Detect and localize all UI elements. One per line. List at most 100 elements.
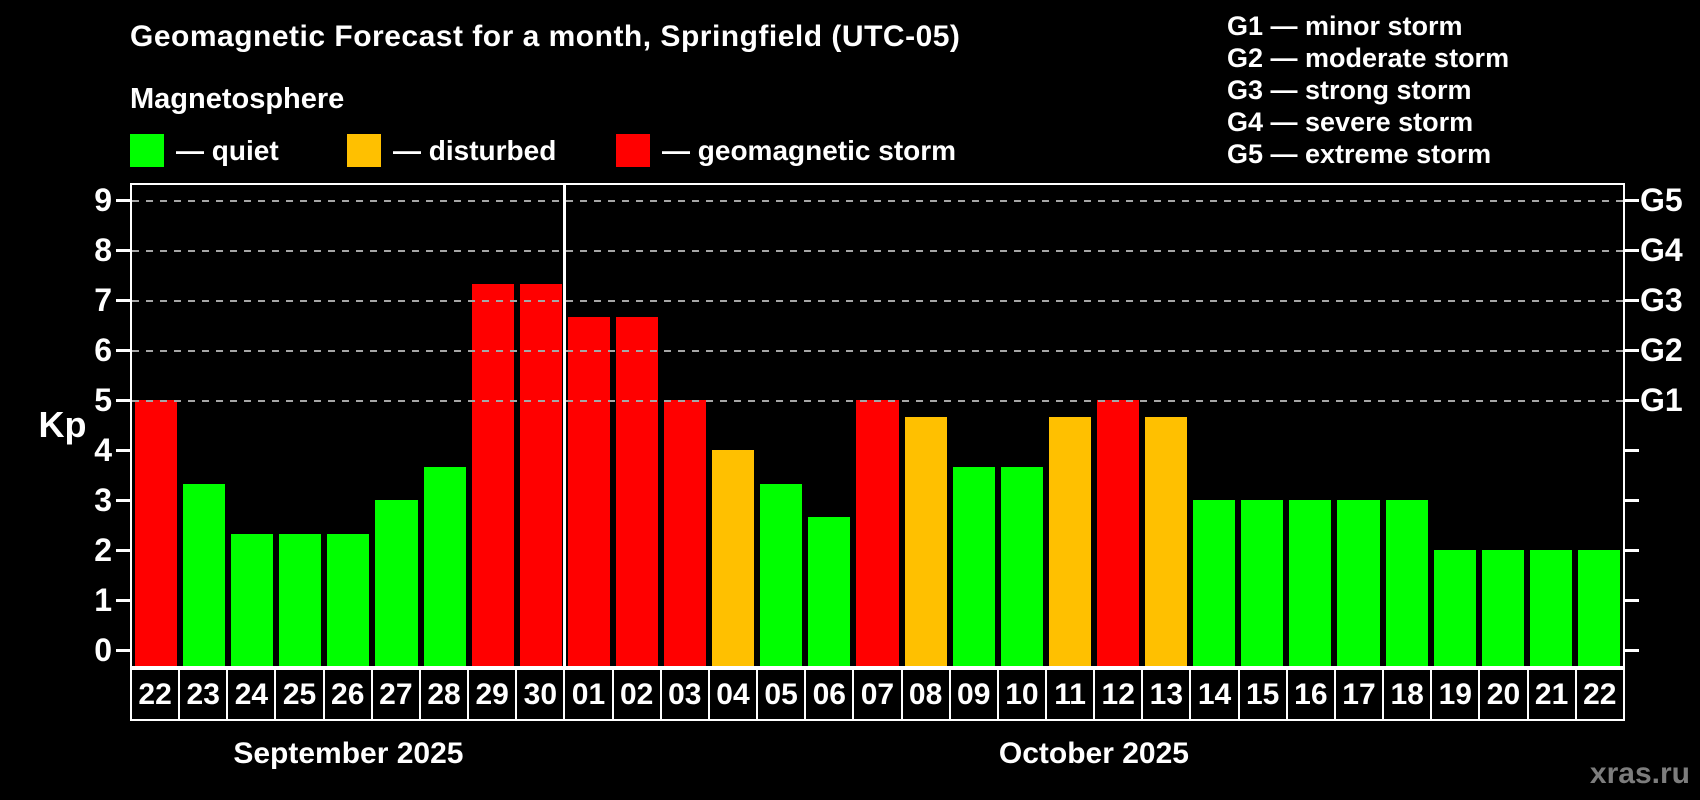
day-label-cell: 14 bbox=[1189, 668, 1240, 721]
legend-storm-label: — geomagnetic storm bbox=[662, 134, 957, 166]
y-tick-label-9: 9 bbox=[94, 182, 112, 218]
legend-item-quiet: — quiet bbox=[130, 134, 279, 167]
day-label-cell: 15 bbox=[1237, 668, 1288, 721]
day-label-cell: 04 bbox=[707, 668, 759, 721]
day-label-row: 22 23 24 25 26 27 28 29 30 01 02 03 04 05 06 07 08 09 10 11… bbox=[130, 668, 1625, 721]
kp-bar-05 bbox=[760, 483, 803, 666]
chart-subtitle: Magnetosphere bbox=[130, 83, 345, 115]
right-tick-4 bbox=[1625, 449, 1639, 452]
day-label-cell: 11 bbox=[1044, 668, 1096, 721]
day-label-cell: 17 bbox=[1333, 668, 1385, 721]
day-label-cell: 12 bbox=[1093, 668, 1144, 721]
kp-bar-04 bbox=[712, 450, 755, 666]
g1-legend-line: G1 — minor storm bbox=[1227, 11, 1463, 41]
left-tick-6 bbox=[116, 349, 130, 352]
kp-bar-06 bbox=[808, 516, 851, 666]
kp-bar-28 bbox=[423, 466, 466, 666]
right-tick-9 bbox=[1625, 199, 1639, 202]
g-axis-label-G2: G2 bbox=[1640, 332, 1683, 368]
gridline-kp8 bbox=[132, 250, 1623, 252]
y-tick-label-1: 1 bbox=[94, 582, 112, 618]
y-tick-label-0: 0 bbox=[94, 632, 112, 668]
kp-bar-24 bbox=[231, 533, 274, 666]
plot-area bbox=[130, 183, 1625, 668]
disturbed-swatch-icon bbox=[347, 134, 381, 167]
y-tick-label-5: 5 bbox=[94, 382, 112, 418]
kp-bar-12 bbox=[1096, 400, 1140, 666]
left-tick-1 bbox=[116, 599, 130, 602]
kp-bar-29 bbox=[471, 283, 514, 666]
y-tick-label-6: 6 bbox=[94, 332, 112, 368]
legend-item-storm: — geomagnetic storm bbox=[616, 134, 956, 167]
kp-bar-14 bbox=[1193, 500, 1236, 666]
y-axis-title: Kp bbox=[38, 404, 87, 445]
day-label-cell: 30 bbox=[515, 668, 566, 721]
kp-bar-01 bbox=[567, 316, 610, 666]
day-label-cell: 13 bbox=[1141, 668, 1192, 721]
kp-bar-13 bbox=[1145, 416, 1188, 666]
kp-bar-02 bbox=[615, 316, 659, 666]
kp-bar-25 bbox=[279, 533, 322, 666]
kp-bar-22 bbox=[135, 400, 178, 666]
right-tick-6 bbox=[1625, 349, 1639, 352]
right-tick-2 bbox=[1625, 549, 1639, 552]
day-label-cell: 20 bbox=[1478, 668, 1529, 721]
g3-legend-line: G3 — strong storm bbox=[1227, 75, 1472, 105]
y-tick-label-7: 7 bbox=[94, 282, 112, 318]
month-separator bbox=[563, 185, 567, 666]
right-tick-7 bbox=[1625, 299, 1639, 302]
day-label-cell: 05 bbox=[756, 668, 807, 721]
kp-bar-23 bbox=[183, 483, 226, 666]
day-label-cell: 22 bbox=[1574, 668, 1625, 721]
left-tick-4 bbox=[116, 449, 130, 452]
day-label-cell: 28 bbox=[418, 668, 470, 721]
y-tick-label-4: 4 bbox=[94, 432, 112, 468]
g2-legend-line: G2 — moderate storm bbox=[1227, 43, 1510, 73]
legend-disturbed-label: — disturbed bbox=[393, 134, 557, 166]
g-axis-label-G4: G4 bbox=[1640, 232, 1683, 268]
kp-bar-19 bbox=[1433, 550, 1476, 666]
quiet-swatch-icon bbox=[130, 134, 164, 167]
kp-bar-15 bbox=[1241, 500, 1284, 666]
g5-legend-line: G5 — extreme storm bbox=[1227, 139, 1492, 169]
day-label-cell: 26 bbox=[322, 668, 373, 721]
gridline-kp5 bbox=[132, 400, 1623, 402]
month-label-1: October 2025 bbox=[998, 737, 1189, 770]
day-label-cell: 18 bbox=[1382, 668, 1433, 721]
day-label-cell: 25 bbox=[274, 668, 325, 721]
gridline-kp6 bbox=[132, 350, 1623, 352]
kp-bar-30 bbox=[519, 283, 562, 666]
gridline-kp7 bbox=[132, 300, 1623, 302]
left-tick-9 bbox=[116, 199, 130, 202]
y-tick-label-8: 8 bbox=[94, 232, 112, 268]
y-tick-label-2: 2 bbox=[94, 532, 112, 568]
kp-bar-16 bbox=[1289, 500, 1332, 666]
day-label-cell: 22 bbox=[130, 668, 181, 721]
left-tick-0 bbox=[116, 649, 130, 652]
day-label-cell: 07 bbox=[852, 668, 903, 721]
day-label-cell: 03 bbox=[659, 668, 710, 721]
g-axis-label-G1: G1 bbox=[1640, 382, 1683, 418]
day-label-cell: 16 bbox=[1285, 668, 1336, 721]
left-tick-2 bbox=[116, 549, 130, 552]
kp-bar-07 bbox=[856, 400, 899, 666]
g-axis-label-G3: G3 bbox=[1640, 282, 1683, 318]
kp-bar-27 bbox=[375, 500, 418, 666]
day-label-cell: 01 bbox=[563, 668, 614, 721]
kp-bar-09 bbox=[952, 466, 995, 666]
day-label-cell: 27 bbox=[370, 668, 421, 721]
day-label-cell: 08 bbox=[900, 668, 951, 721]
day-label-cell: 10 bbox=[996, 668, 1047, 721]
right-tick-0 bbox=[1625, 649, 1639, 652]
left-tick-8 bbox=[116, 249, 130, 252]
g-scale-legend: G1 — minor storm G2 — moderate storm G3 … bbox=[1227, 10, 1509, 170]
watermark: xras.ru bbox=[1589, 757, 1690, 790]
storm-swatch-icon bbox=[616, 134, 650, 167]
day-label-cell: 24 bbox=[226, 668, 277, 721]
day-label-cell: 19 bbox=[1430, 668, 1481, 721]
left-tick-5 bbox=[116, 399, 130, 402]
legend-item-disturbed: — disturbed bbox=[347, 134, 556, 167]
kp-bar-11 bbox=[1048, 416, 1091, 666]
right-tick-3 bbox=[1625, 499, 1639, 502]
left-tick-3 bbox=[116, 499, 130, 502]
